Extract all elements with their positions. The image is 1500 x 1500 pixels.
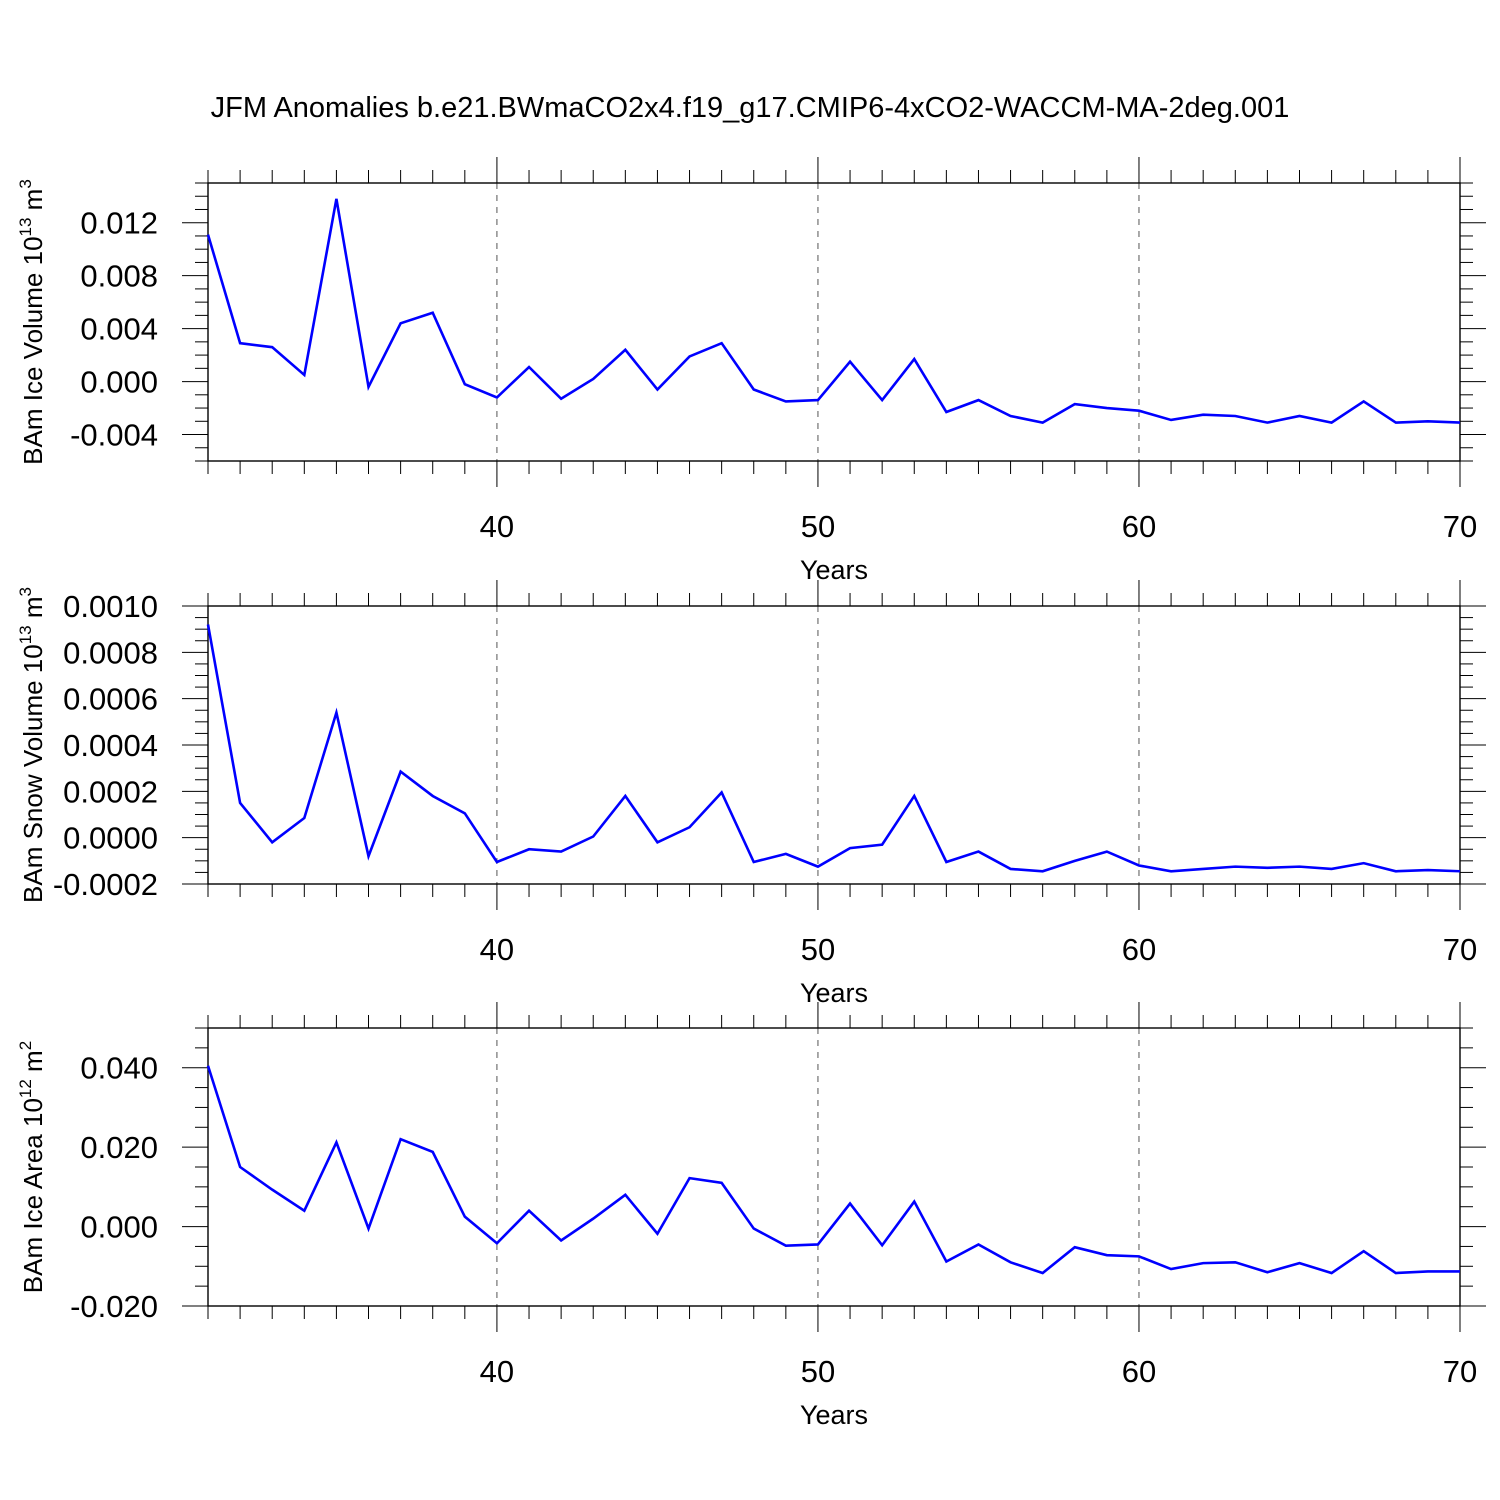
y-axis-label-unit-exponent: 2: [16, 1041, 35, 1050]
y-axis-label-unit-exponent: 3: [16, 179, 35, 188]
x-tick-label: 50: [801, 932, 835, 967]
series-line: [206, 1065, 1460, 1275]
y-tick-label: 0.008: [80, 259, 158, 294]
x-tick-label: 70: [1443, 1354, 1477, 1389]
y-tick-label: 0.000: [80, 1210, 158, 1245]
figure-title: JFM Anomalies b.e21.BWmaCO2x4.f19_g17.CM…: [210, 92, 1290, 124]
y-tick-label: 0.0008: [63, 635, 158, 670]
x-tick-label: 70: [1443, 509, 1477, 544]
y-axis-label-exponent: 13: [16, 218, 35, 237]
y-axis-label-unit: m: [18, 1050, 48, 1079]
y-axis-label-exponent: 12: [16, 1079, 35, 1098]
x-tick-label: 60: [1122, 1354, 1156, 1389]
y-axis-label-text: BAm Ice Volume 10: [18, 236, 48, 464]
y-tick-label: 0.012: [80, 206, 158, 241]
plot-frame: [207, 182, 1461, 462]
y-axis-label-unit-exponent: 3: [16, 587, 35, 596]
y-axis-label: BAm Snow Volume 1013 m3: [16, 587, 48, 903]
x-tick-label: 40: [480, 509, 514, 544]
plot-frame: [207, 605, 1461, 885]
x-tick-label: 40: [480, 932, 514, 967]
y-axis-label-text: BAm Snow Volume 10: [18, 644, 48, 903]
y-tick-label: 0.0002: [63, 774, 158, 809]
y-axis-label: BAm Ice Area 1012 m2: [16, 1041, 48, 1293]
series-line: [206, 198, 1461, 424]
panel-1: -0.004 0.000 0.004 0.008 0.012 40 50 60 70 Years B…: [16, 157, 1486, 585]
y-axis-label-unit: m: [18, 596, 48, 625]
y-tick-label: -0.004: [70, 418, 158, 453]
x-tick-label: 70: [1443, 932, 1477, 967]
y-tick-label: 0.020: [80, 1130, 158, 1165]
series-line: [206, 624, 1461, 873]
x-tick-label: 50: [801, 1354, 835, 1389]
y-axis-label-unit: m: [18, 189, 48, 218]
x-tick-label: 60: [1122, 509, 1156, 544]
x-axis-label: Years: [800, 1400, 868, 1430]
x-tick-label: 50: [801, 509, 835, 544]
y-axis-label-exponent: 13: [16, 625, 35, 644]
x-axis-label: Years: [800, 555, 868, 585]
y-tick-label: 0.0000: [63, 821, 158, 856]
y-tick-label: -0.020: [70, 1289, 158, 1324]
x-tick-label: 60: [1122, 932, 1156, 967]
y-axis-label: BAm Ice Volume 1013 m3: [16, 179, 48, 465]
y-tick-label: 0.0010: [63, 589, 158, 624]
y-tick-label: 0.0006: [63, 682, 158, 717]
panel-3: -0.020 0.000 0.020 0.040 40 50 60 70 Years BAm Ic…: [16, 1002, 1486, 1430]
y-tick-label: -0.0002: [53, 867, 158, 902]
y-tick-label: 0.040: [80, 1051, 158, 1086]
y-axis-label-text: BAm Ice Area 10: [18, 1098, 48, 1293]
y-tick-label: 0.0004: [63, 728, 158, 763]
x-tick-label: 40: [480, 1354, 514, 1389]
x-axis-label: Years: [800, 978, 868, 1008]
y-tick-label: 0.000: [80, 365, 158, 400]
panel-2: -0.0002 0.0000 0.0002 0.0004 0.0006 0.0008 0.0…: [16, 580, 1486, 1008]
y-tick-label: 0.004: [80, 312, 158, 347]
plot-frame: [207, 1027, 1461, 1307]
